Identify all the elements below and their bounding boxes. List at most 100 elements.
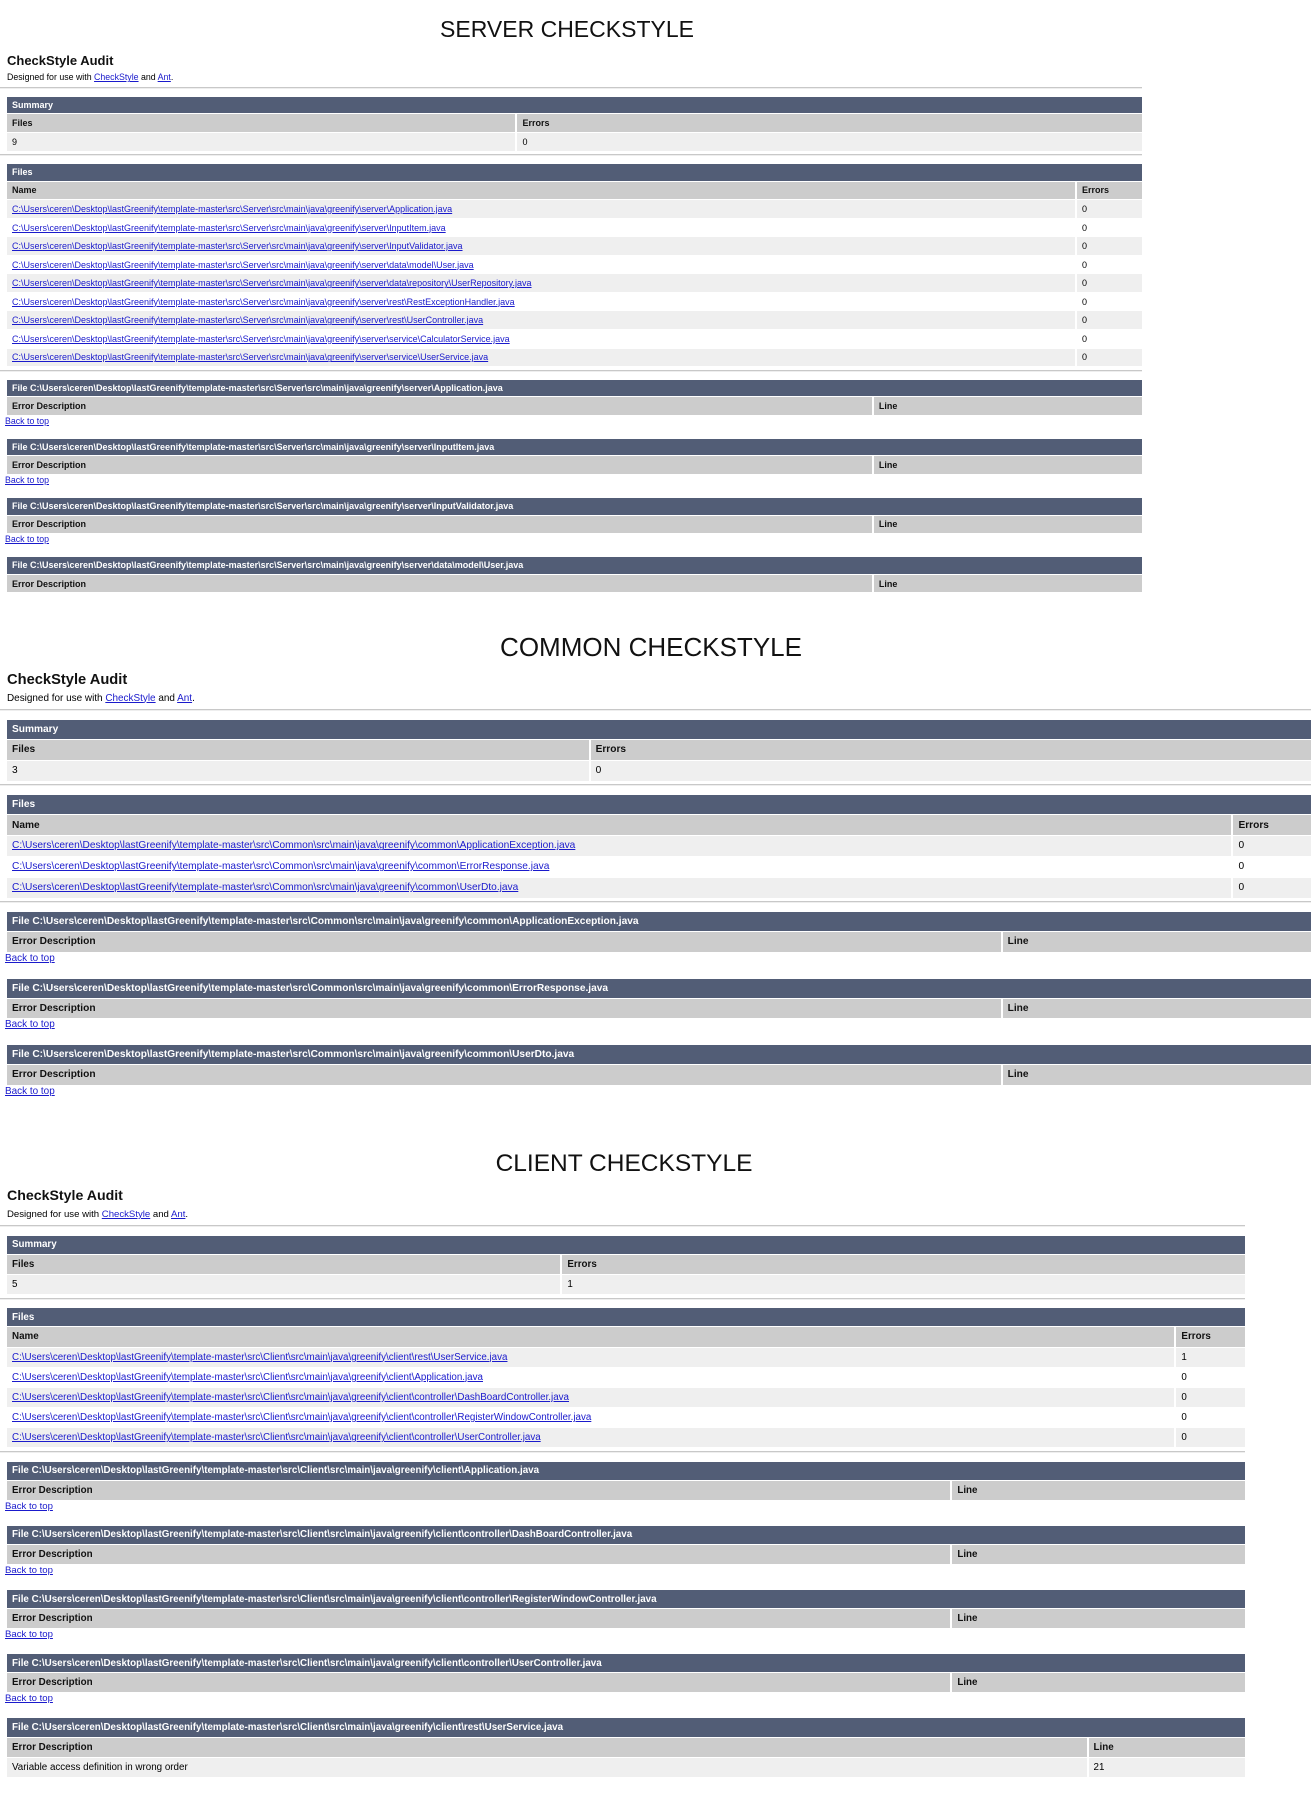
- section-title: COMMON CHECKSTYLE: [500, 632, 802, 662]
- error-description-header: Error Description: [7, 515, 872, 534]
- file-error-count: 0: [1075, 292, 1142, 311]
- designed-prefix: Designed for use with: [7, 72, 95, 83]
- divider: [0, 1450, 1245, 1453]
- error-description-header: Error Description: [7, 1737, 1087, 1757]
- errors-count: 1: [560, 1274, 1245, 1294]
- file-name-cell: C:\Users\ceren\Desktop\lastGreenify\temp…: [7, 877, 1232, 898]
- ant-link[interactable]: Ant: [157, 72, 171, 83]
- file-name-cell: C:\Users\ceren\Desktop\lastGreenify\temp…: [7, 1347, 1175, 1367]
- file-row: C:\Users\ceren\Desktop\lastGreenify\temp…: [7, 218, 1142, 237]
- file-row: C:\Users\ceren\Desktop\lastGreenify\temp…: [7, 348, 1142, 367]
- file-detail-table: File C:\Users\ceren\Desktop\lastGreenify…: [7, 911, 1311, 953]
- file-detail-table: File C:\Users\ceren\Desktop\lastGreenify…: [7, 1653, 1245, 1693]
- file-detail-table: File C:\Users\ceren\Desktop\lastGreenify…: [7, 978, 1311, 1020]
- back-to-top-link[interactable]: Back to top: [5, 1085, 55, 1097]
- file-link[interactable]: C:\Users\ceren\Desktop\lastGreenify\temp…: [12, 203, 453, 214]
- line-header: Line: [871, 574, 1142, 593]
- file-link[interactable]: C:\Users\ceren\Desktop\lastGreenify\temp…: [12, 1432, 541, 1444]
- file-link[interactable]: C:\Users\ceren\Desktop\lastGreenify\temp…: [12, 840, 576, 852]
- file-name-cell: C:\Users\ceren\Desktop\lastGreenify\temp…: [7, 330, 1076, 348]
- file-row: C:\Users\ceren\Desktop\lastGreenify\temp…: [7, 1407, 1245, 1428]
- summary-table: Summary Files Errors 9 0: [7, 96, 1142, 152]
- errors-column-header: Errors: [1231, 815, 1311, 836]
- error-description-header: Error Description: [7, 456, 872, 474]
- file-link[interactable]: C:\Users\ceren\Desktop\lastGreenify\temp…: [12, 315, 484, 326]
- divider: [0, 1224, 1245, 1227]
- ant-link[interactable]: Ant: [171, 1208, 186, 1220]
- file-link[interactable]: C:\Users\ceren\Desktop\lastGreenify\temp…: [12, 278, 532, 289]
- period: .: [192, 692, 195, 704]
- file-link[interactable]: C:\Users\ceren\Desktop\lastGreenify\temp…: [12, 861, 550, 873]
- and-text: and: [138, 72, 158, 83]
- file-error-count: 0: [1231, 877, 1311, 898]
- files-column-header: Files: [7, 114, 516, 132]
- file-link[interactable]: C:\Users\ceren\Desktop\lastGreenify\temp…: [12, 882, 519, 894]
- files-column-header: Files: [7, 1254, 561, 1274]
- file-name-cell: C:\Users\ceren\Desktop\lastGreenify\temp…: [7, 292, 1076, 311]
- file-link[interactable]: C:\Users\ceren\Desktop\lastGreenify\temp…: [12, 1391, 570, 1403]
- file-link[interactable]: C:\Users\ceren\Desktop\lastGreenify\temp…: [12, 333, 510, 344]
- section-title: SERVER CHECKSTYLE: [440, 16, 694, 42]
- back-to-top-link[interactable]: Back to top: [5, 1019, 55, 1031]
- back-to-top-link[interactable]: Back to top: [5, 534, 50, 545]
- file-row: C:\Users\ceren\Desktop\lastGreenify\temp…: [7, 200, 1142, 218]
- back-to-top-link[interactable]: Back to top: [5, 1500, 53, 1512]
- back-to-top-link[interactable]: Back to top: [5, 1629, 53, 1641]
- checkstyle-report-section: CheckStyle Audit Designed for use with Ch…: [0, 1187, 1245, 1798]
- error-description-header: Error Description: [7, 574, 872, 593]
- file-row: C:\Users\ceren\Desktop\lastGreenify\temp…: [7, 255, 1142, 274]
- designed-for-text: Designed for use with CheckStyle and Ant…: [0, 691, 1311, 707]
- error-description: Variable access definition in wrong orde…: [7, 1757, 1087, 1777]
- file-link[interactable]: C:\Users\ceren\Desktop\lastGreenify\temp…: [12, 1411, 592, 1423]
- error-row: Variable access definition in wrong orde…: [7, 1757, 1245, 1777]
- line-header: Line: [950, 1609, 1245, 1629]
- checkstyle-report-section: CheckStyle Audit Designed for use with Ch…: [0, 52, 1142, 617]
- file-error-count: 0: [1174, 1428, 1245, 1448]
- file-detail-table: File C:\Users\ceren\Desktop\lastGreenify…: [7, 1525, 1245, 1565]
- file-link[interactable]: C:\Users\ceren\Desktop\lastGreenify\temp…: [12, 352, 489, 363]
- checkstyle-link[interactable]: CheckStyle: [94, 72, 139, 83]
- file-detail-table: File C:\Users\ceren\Desktop\lastGreenify…: [7, 1589, 1245, 1629]
- file-error-count: 0: [1231, 856, 1311, 877]
- file-name-cell: C:\Users\ceren\Desktop\lastGreenify\temp…: [7, 200, 1076, 218]
- file-link[interactable]: C:\Users\ceren\Desktop\lastGreenify\temp…: [12, 1351, 508, 1363]
- file-link[interactable]: C:\Users\ceren\Desktop\lastGreenify\temp…: [12, 259, 474, 270]
- back-to-top-link[interactable]: Back to top: [5, 415, 50, 426]
- files-header: Files: [7, 164, 1142, 181]
- divider: [0, 154, 1142, 157]
- line-header: Line: [1000, 932, 1311, 952]
- file-name-cell: C:\Users\ceren\Desktop\lastGreenify\temp…: [7, 218, 1076, 237]
- file-link[interactable]: C:\Users\ceren\Desktop\lastGreenify\temp…: [12, 296, 515, 307]
- files-table: Files Name Errors C:\Users\ceren\Desktop\la…: [7, 1307, 1245, 1448]
- audit-title: CheckStyle Audit: [7, 53, 114, 68]
- checkstyle-link[interactable]: CheckStyle: [101, 1208, 151, 1220]
- name-column-header: Name: [7, 815, 1232, 836]
- file-link[interactable]: C:\Users\ceren\Desktop\lastGreenify\temp…: [12, 1371, 483, 1383]
- back-to-top-link[interactable]: Back to top: [5, 1693, 53, 1705]
- back-to-top-link[interactable]: Back to top: [5, 474, 50, 485]
- designed-for-text: Designed for use with CheckStyle and Ant…: [0, 1207, 1245, 1222]
- errors-column-header: Errors: [560, 1254, 1245, 1274]
- checkstyle-link[interactable]: CheckStyle: [105, 692, 156, 704]
- file-row: C:\Users\ceren\Desktop\lastGreenify\temp…: [7, 330, 1142, 348]
- files-count: 3: [7, 760, 589, 781]
- summary-header: Summary: [7, 96, 1142, 114]
- file-error-count: 0: [1174, 1407, 1245, 1428]
- audit-title: CheckStyle Audit: [7, 1188, 123, 1204]
- back-to-top-link[interactable]: Back to top: [5, 952, 55, 964]
- file-link[interactable]: C:\Users\ceren\Desktop\lastGreenify\temp…: [12, 241, 463, 252]
- line-header: Line: [871, 397, 1142, 415]
- file-detail-header: File C:\Users\ceren\Desktop\lastGreenify…: [7, 1525, 1245, 1544]
- files-header: Files: [7, 795, 1311, 815]
- back-to-top-link[interactable]: Back to top: [5, 1565, 53, 1576]
- file-row: C:\Users\ceren\Desktop\lastGreenify\temp…: [7, 292, 1142, 311]
- file-link[interactable]: C:\Users\ceren\Desktop\lastGreenify\temp…: [12, 222, 446, 233]
- error-description-header: Error Description: [7, 1480, 951, 1500]
- file-row: C:\Users\ceren\Desktop\lastGreenify\temp…: [7, 1387, 1245, 1407]
- file-row: C:\Users\ceren\Desktop\lastGreenify\temp…: [7, 836, 1311, 856]
- files-header: Files: [7, 1308, 1245, 1327]
- file-row: C:\Users\ceren\Desktop\lastGreenify\temp…: [7, 237, 1142, 255]
- ant-link[interactable]: Ant: [177, 692, 193, 704]
- and-text: and: [150, 1208, 172, 1220]
